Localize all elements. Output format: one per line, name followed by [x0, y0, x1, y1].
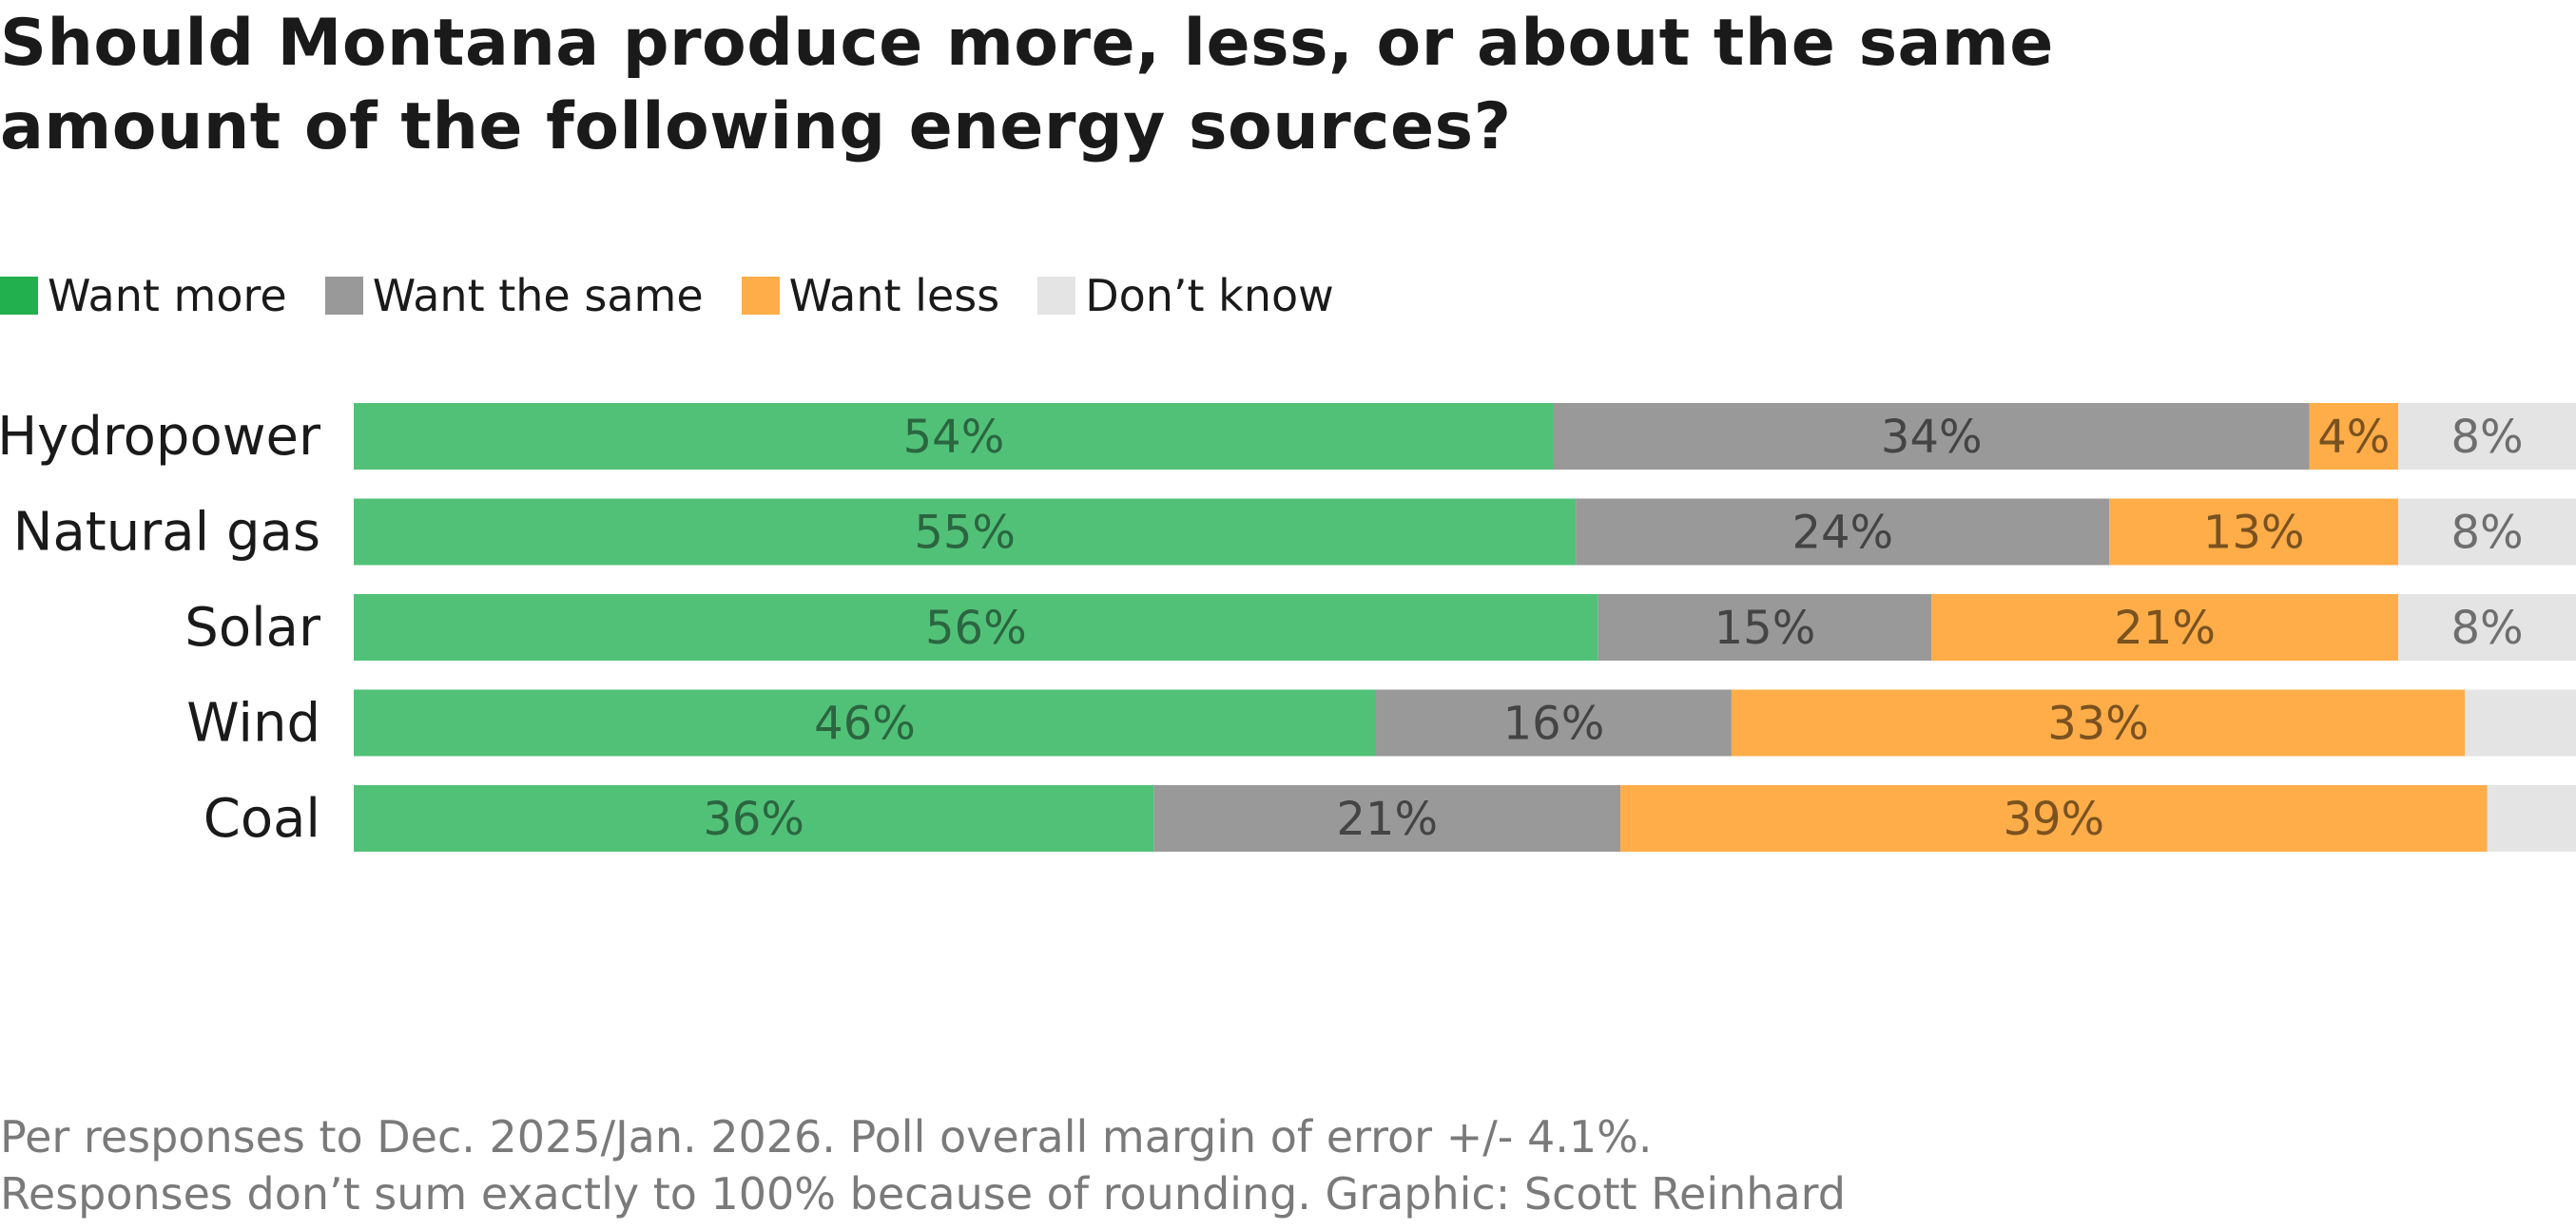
bar-segment-want-more: [354, 498, 1577, 566]
data-label: 4%: [2317, 411, 2390, 464]
bar-segment-don-t-know: [2398, 594, 2576, 661]
title-line-1: Should Montana produce more, less, or ab…: [0, 6, 2054, 81]
bar-segment-want-less: [1731, 689, 2466, 757]
data-label: 46%: [814, 698, 916, 751]
data-label: 36%: [703, 793, 804, 846]
bar-segment-want-the-same: [1576, 498, 2110, 566]
legend-label-want-less: Want less: [788, 270, 1000, 321]
legend-swatch-want-less: [741, 277, 780, 315]
bar-segment-want-more: [354, 594, 1598, 661]
footer-line-2: Responses don’t sum exactly to 100% beca…: [0, 1168, 1846, 1220]
legend-label-want-more: Want more: [48, 270, 287, 321]
bar-segment-don-t-know: [2398, 403, 2576, 470]
bar-segment-don-t-know: [2487, 785, 2576, 852]
data-label: 13%: [2203, 507, 2305, 560]
bar-segment-don-t-know: [2398, 498, 2576, 566]
legend: Want more Want the same Want less Don’t …: [0, 270, 1372, 321]
bar-row-wind: Wind 46% 16% 33%: [186, 689, 2576, 757]
data-label: 16%: [1503, 698, 1605, 751]
bar-segment-want-the-same: [1153, 785, 1621, 852]
bar-segment-want-the-same: [1376, 689, 1732, 757]
bar-row-solar: Solar 56% 15% 21% 8%: [184, 594, 2576, 661]
data-label: 8%: [2450, 602, 2523, 655]
bar-segment-want-less: [1931, 594, 2399, 661]
bar-segment-don-t-know: [2465, 689, 2576, 757]
data-label: 8%: [2450, 507, 2523, 560]
data-label: 21%: [1336, 793, 1438, 846]
bar-row-natural-gas: Natural gas 55% 24% 13% 8%: [13, 498, 2576, 566]
category-label: Natural gas: [13, 502, 320, 564]
bar-row-hydropower: Hydropower 54% 34% 4% 8%: [0, 403, 2576, 470]
bar-segment-want-less: [1620, 785, 2488, 852]
legend-swatch-dont-know: [1037, 277, 1076, 315]
category-label: Solar: [184, 597, 321, 659]
data-label: 8%: [2450, 411, 2523, 464]
footer-note: Per responses to Dec. 2025/Jan. 2026. Po…: [0, 1108, 1846, 1222]
legend-item-dont-know: Don’t know: [1037, 270, 1334, 321]
bar-segment-want-less: [2309, 403, 2399, 470]
legend-item-want-same: Want the same: [324, 270, 704, 321]
data-label: 56%: [925, 602, 1027, 655]
bar-segment-want-the-same: [1553, 403, 2310, 470]
data-label: 24%: [1792, 507, 1893, 560]
category-label: Wind: [186, 693, 320, 755]
bar-row-coal: Coal 36% 21% 39%: [203, 785, 2576, 852]
data-label: 33%: [2047, 698, 2149, 751]
data-label: 34%: [1881, 411, 1983, 464]
category-label: Hydropower: [0, 406, 321, 468]
bar-segment-want-the-same: [1598, 594, 1932, 661]
legend-item-want-more: Want more: [0, 270, 287, 321]
data-label: 15%: [1714, 602, 1816, 655]
bar-segment-want-more: [354, 689, 1377, 757]
legend-label-want-same: Want the same: [372, 270, 704, 321]
bar-segment-want-less: [2109, 498, 2399, 566]
data-label: 55%: [914, 507, 1016, 560]
title-line-2: amount of the following energy sources?: [0, 89, 1512, 164]
legend-swatch-want-more: [0, 277, 38, 315]
data-label: 21%: [2114, 602, 2216, 655]
chart-title: Should Montana produce more, less, or ab…: [0, 2, 2472, 169]
bar-segment-want-more: [354, 785, 1154, 852]
legend-swatch-want-same: [324, 277, 363, 315]
bar-segment-want-more: [354, 403, 1554, 470]
legend-item-want-less: Want less: [741, 270, 1000, 321]
category-label: Coal: [203, 788, 320, 850]
data-label: 39%: [2003, 793, 2104, 846]
data-label: 54%: [903, 411, 1005, 464]
legend-label-dont-know: Don’t know: [1085, 270, 1334, 321]
footer-line-1: Per responses to Dec. 2025/Jan. 2026. Po…: [0, 1111, 1653, 1163]
